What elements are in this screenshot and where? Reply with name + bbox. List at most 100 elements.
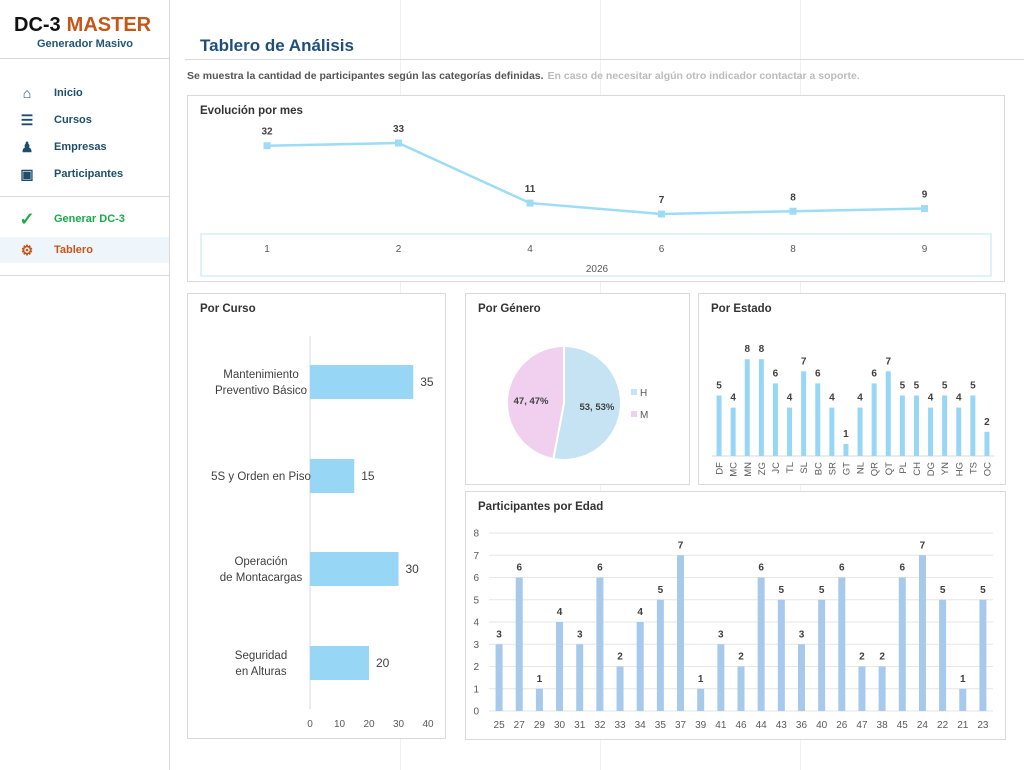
- data-label: 4: [637, 607, 643, 618]
- x-tick-label: 9: [922, 244, 928, 255]
- support-note: En caso de necesitar algún otro indicado…: [547, 70, 860, 82]
- bar: [744, 359, 750, 456]
- bar: [556, 622, 564, 711]
- data-label: 7: [801, 356, 807, 367]
- chart-evolucion-por-mes: Evolución por mes 32 1 33 2 11 4 7 6 8 8 9 9 2026: [187, 95, 1005, 282]
- bar: [758, 359, 764, 456]
- x-tick-label: 30: [393, 719, 405, 730]
- pie-slice: [506, 344, 565, 461]
- data-label: 47, 47%: [514, 396, 549, 407]
- sidebar-item-empresas[interactable]: ♟ Empresas: [0, 134, 169, 160]
- chart-por-genero: Por Género 53, 53% 47, 47% H M: [465, 293, 690, 485]
- category-label: Preventivo Básico: [215, 385, 307, 397]
- x-tick-label: MC: [729, 462, 740, 477]
- chart-por-estado: Por Estado 5 DF 4 MC 8 MN 8 ZG 6 JC 4 TL 7 SL 6 BC 4 SR 1 GT…: [698, 293, 1006, 485]
- x-tick-label: 2: [396, 244, 402, 255]
- x-tick-label: 10: [334, 719, 346, 730]
- bar: [310, 459, 355, 493]
- data-label: 5: [914, 381, 920, 392]
- data-point: [789, 207, 797, 215]
- data-label: 5: [980, 585, 986, 596]
- chart-por-curso: Por Curso 35 Mantenimiento Preventivo Básic…: [187, 293, 446, 739]
- data-label: 7: [678, 540, 684, 551]
- data-label: 1: [843, 429, 849, 440]
- x-tick-label: YN: [940, 462, 951, 475]
- bar: [697, 688, 705, 711]
- home-icon: ⌂: [22, 85, 32, 101]
- data-label: 5: [658, 585, 664, 596]
- data-label: 4: [956, 393, 962, 404]
- data-label: 2: [984, 417, 990, 428]
- bar: [730, 407, 736, 456]
- data-point: [526, 199, 534, 207]
- x-axis-box: [200, 233, 992, 277]
- page-description: Se muestra la cantidad de participantes …: [187, 70, 860, 82]
- x-tick-label: PL: [898, 462, 909, 474]
- data-label: 2: [879, 652, 885, 663]
- x-tick-label: 26: [836, 720, 848, 731]
- data-label: 6: [899, 563, 905, 574]
- logo: DC-3 MASTER: [14, 14, 152, 36]
- data-point: [395, 139, 402, 147]
- bar: [942, 395, 948, 456]
- x-tick-label: BC: [813, 462, 824, 475]
- x-tick-label: 45: [897, 720, 909, 731]
- sidebar-item-generar-dc3[interactable]: ✓ Generar DC-3: [0, 206, 169, 232]
- books-icon: ☰: [20, 111, 34, 128]
- x-tick-label: 47: [856, 720, 868, 731]
- data-label: 5: [942, 381, 948, 392]
- bar: [843, 443, 849, 456]
- divider: [0, 275, 169, 276]
- x-tick-label: 38: [877, 720, 889, 731]
- bar: [772, 383, 778, 456]
- bar: [829, 407, 835, 456]
- x-tick-label: QR: [870, 462, 881, 476]
- x-tick-label: 23: [977, 720, 989, 731]
- data-label: 20: [376, 656, 390, 670]
- y-tick-label: 1: [473, 684, 479, 695]
- bar: [777, 599, 785, 711]
- sidebar-item-participantes[interactable]: ▣ Participantes: [0, 161, 169, 187]
- bar: [310, 646, 369, 680]
- bar: [984, 431, 990, 456]
- data-label: 3: [496, 629, 502, 640]
- x-tick-label: QT: [884, 462, 895, 475]
- data-label: 4: [928, 393, 934, 404]
- x-tick-label: 32: [594, 720, 606, 731]
- sidebar-item-inicio[interactable]: ⌂ Inicio: [0, 80, 169, 106]
- x-tick-label: 35: [655, 720, 667, 731]
- x-tick-label: 27: [514, 720, 526, 731]
- dashboard-icon: ⚙: [20, 241, 34, 258]
- y-tick-label: 4: [473, 618, 479, 629]
- data-label: 4: [787, 393, 793, 404]
- bar: [535, 688, 543, 711]
- bar: [815, 383, 821, 456]
- data-label: 8: [759, 344, 765, 355]
- bar: [928, 407, 934, 456]
- data-label: 6: [758, 563, 764, 574]
- bar: [797, 644, 805, 711]
- y-tick-label: 5: [473, 595, 479, 606]
- divider: [0, 58, 169, 59]
- bar: [310, 365, 414, 399]
- bar: [677, 555, 685, 711]
- y-tick-label: 3: [473, 640, 479, 651]
- sidebar-item-tablero[interactable]: ⚙ Tablero: [0, 237, 169, 263]
- bar: [871, 383, 877, 456]
- data-label: 1: [698, 674, 704, 685]
- x-tick-label: 46: [735, 720, 747, 731]
- x-tick-label: GT: [841, 462, 852, 475]
- x-tick-label: ZG: [757, 462, 768, 475]
- sidebar: DC-3 MASTER Generador Masivo ⌂ Inicio ☰ Cur…: [0, 0, 170, 770]
- data-label: 4: [829, 393, 835, 404]
- x-tick-label: TS: [968, 462, 979, 474]
- sidebar-item-cursos[interactable]: ☰ Cursos: [0, 107, 169, 133]
- x-tick-label: 44: [756, 720, 768, 731]
- bar: [838, 577, 846, 711]
- pie-slice: [552, 344, 622, 461]
- data-label: 6: [815, 368, 821, 379]
- checkmark-icon: ✓: [19, 208, 35, 229]
- y-tick-label: 6: [473, 573, 479, 584]
- data-label: 6: [597, 563, 603, 574]
- y-tick-label: 7: [473, 551, 479, 562]
